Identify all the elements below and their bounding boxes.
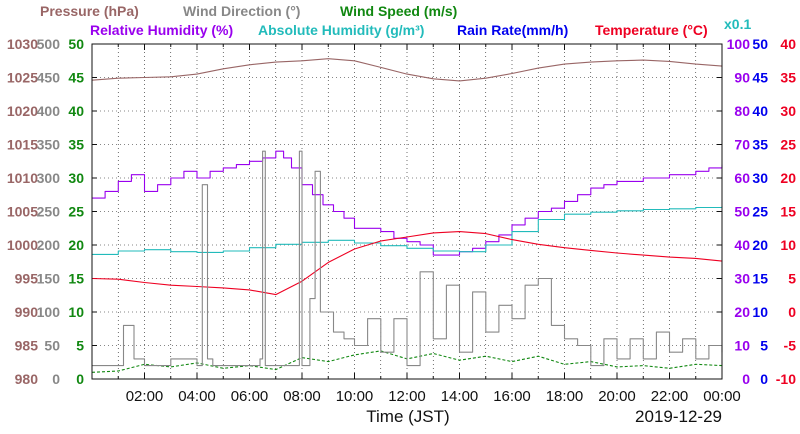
y-tick-label-pressure: 980 bbox=[15, 371, 39, 387]
y-tick-label-pressure: 1025 bbox=[7, 70, 38, 86]
x-tick-label: 00:00 bbox=[703, 388, 741, 405]
chart-date: 2019-12-29 bbox=[635, 407, 722, 426]
y-tick-label-rain-rate: 45 bbox=[752, 70, 768, 86]
plot-border bbox=[91, 43, 723, 380]
y-tick-label-pressure: 1000 bbox=[7, 237, 38, 253]
y-tick-label-temperature: -10 bbox=[776, 371, 796, 387]
x-tick-label: 18:00 bbox=[546, 388, 584, 405]
y-tick-label-pressure: 1020 bbox=[7, 103, 38, 119]
y-tick-label-rain-rate: 50 bbox=[752, 36, 768, 52]
y-tick-label-temperature: 5 bbox=[788, 271, 796, 287]
legend-pressure: Pressure (hPa) bbox=[40, 3, 139, 19]
y-tick-label-temperature: 10 bbox=[780, 237, 796, 253]
y-tick-label-rain-rate: 20 bbox=[752, 237, 768, 253]
y-tick-label-wind-direction: 400 bbox=[37, 103, 61, 119]
y-tick-label-wind-direction: 150 bbox=[37, 271, 61, 287]
y-tick-label-wind-speed: 20 bbox=[68, 237, 84, 253]
series-temperature bbox=[91, 231, 723, 296]
y-tick-label-wind-speed: 45 bbox=[68, 70, 84, 86]
y-tick-label-rain-rate: 15 bbox=[752, 271, 768, 287]
y-tick-label-wind-speed: 15 bbox=[68, 271, 84, 287]
y-tick-label-wind-speed: 35 bbox=[68, 137, 84, 153]
series-relative-humidity bbox=[92, 150, 723, 256]
x-tick-label: 22:00 bbox=[651, 388, 689, 405]
y-tick-label-wind-direction: 250 bbox=[37, 204, 61, 220]
y-tick-label-relative-humidity: 30 bbox=[734, 271, 750, 287]
x-tick-label: 06:00 bbox=[231, 388, 269, 405]
legend-absolute-humidity: Absolute Humidity (g/m³) bbox=[258, 22, 424, 38]
y-tick-label-relative-humidity: 90 bbox=[734, 70, 750, 86]
y-tick-label-rain-rate: 0 bbox=[760, 371, 768, 387]
y-tick-label-rain-rate: 30 bbox=[752, 170, 768, 186]
y-tick-label-temperature: 20 bbox=[780, 170, 796, 186]
y-tick-label-pressure: 1015 bbox=[7, 137, 38, 153]
y-tick-label-temperature: -5 bbox=[784, 338, 797, 354]
x-tick-label: 02:00 bbox=[126, 388, 164, 405]
y-tick-label-temperature: 0 bbox=[788, 304, 796, 320]
series-wind-direction bbox=[92, 150, 723, 367]
x-tick-label: 20:00 bbox=[598, 388, 636, 405]
y-tick-label-pressure: 985 bbox=[15, 338, 39, 354]
y-tick-label-pressure: 1030 bbox=[7, 36, 38, 52]
y-tick-label-wind-direction: 500 bbox=[37, 36, 61, 52]
y-tick-label-temperature: 15 bbox=[780, 204, 796, 220]
y-tick-label-rain-rate: 35 bbox=[752, 137, 768, 153]
y-tick-label-pressure: 1005 bbox=[7, 204, 38, 220]
x-tick-label: 08:00 bbox=[283, 388, 321, 405]
series-absolute-humidity bbox=[92, 206, 723, 255]
y-tick-label-rain-rate: 40 bbox=[752, 103, 768, 119]
y-tick-label-wind-speed: 10 bbox=[68, 304, 84, 320]
y-tick-label-relative-humidity: 50 bbox=[734, 204, 750, 220]
y-tick-label-temperature: 30 bbox=[780, 103, 796, 119]
y-tick-label-wind-direction: 100 bbox=[37, 304, 61, 320]
y-tick-label-temperature: 35 bbox=[780, 70, 796, 86]
y-tick-label-wind-direction: 450 bbox=[37, 70, 61, 86]
legend-wind-direction: Wind Direction (°) bbox=[183, 3, 300, 19]
x-tick-label: 16:00 bbox=[493, 388, 531, 405]
y-tick-label-relative-humidity: 20 bbox=[734, 304, 750, 320]
y-tick-label-wind-speed: 25 bbox=[68, 204, 84, 220]
y-tick-label-wind-speed: 0 bbox=[76, 371, 84, 387]
y-tick-label-wind-direction: 350 bbox=[37, 137, 61, 153]
y-tick-label-wind-speed: 50 bbox=[68, 36, 84, 52]
y-tick-label-wind-direction: 50 bbox=[44, 338, 60, 354]
y-tick-label-rain-rate: 25 bbox=[752, 204, 768, 220]
y-tick-label-relative-humidity: 80 bbox=[734, 103, 750, 119]
y-tick-label-relative-humidity: 100 bbox=[727, 36, 751, 52]
y-tick-label-pressure: 995 bbox=[15, 271, 39, 287]
y-tick-label-wind-speed: 40 bbox=[68, 103, 84, 119]
y-tick-label-temperature: 40 bbox=[780, 36, 796, 52]
x-tick-label: 14:00 bbox=[441, 388, 479, 405]
series-pressure bbox=[91, 58, 723, 82]
x-axis-label: Time (JST) bbox=[366, 407, 449, 426]
y-tick-label-pressure: 990 bbox=[15, 304, 39, 320]
y-tick-label-rain-rate: 5 bbox=[760, 338, 768, 354]
y-tick-label-wind-direction: 300 bbox=[37, 170, 61, 186]
legend-scale-note: x0.1 bbox=[724, 16, 751, 32]
legend-relative-humidity: Relative Humidity (%) bbox=[90, 22, 233, 38]
y-tick-label-relative-humidity: 10 bbox=[734, 338, 750, 354]
y-tick-label-relative-humidity: 0 bbox=[742, 371, 750, 387]
legend-temperature: Temperature (°C) bbox=[595, 22, 708, 38]
y-tick-label-rain-rate: 10 bbox=[752, 304, 768, 320]
y-tick-label-relative-humidity: 60 bbox=[734, 170, 750, 186]
x-tick-label: 12:00 bbox=[388, 388, 426, 405]
x-tick-label: 10:00 bbox=[336, 388, 374, 405]
y-tick-label-pressure: 1010 bbox=[7, 170, 38, 186]
y-tick-label-temperature: 25 bbox=[780, 137, 796, 153]
y-tick-label-wind-direction: 200 bbox=[37, 237, 61, 253]
y-tick-label-wind-speed: 5 bbox=[76, 338, 84, 354]
y-tick-label-wind-speed: 30 bbox=[68, 170, 84, 186]
plot-area: 02:00 04:00 06:00 08:00 10:00 12:00 14:00 16:00… bbox=[7, 36, 796, 405]
y-tick-label-relative-humidity: 40 bbox=[734, 237, 750, 253]
legend-wind-speed: Wind Speed (m/s) bbox=[340, 3, 457, 19]
y-tick-label-relative-humidity: 70 bbox=[734, 137, 750, 153]
x-tick-label: 04:00 bbox=[178, 388, 216, 405]
y-tick-label-wind-direction: 0 bbox=[52, 371, 60, 387]
legend-rain-rate: Rain Rate(mm/h) bbox=[457, 22, 568, 38]
